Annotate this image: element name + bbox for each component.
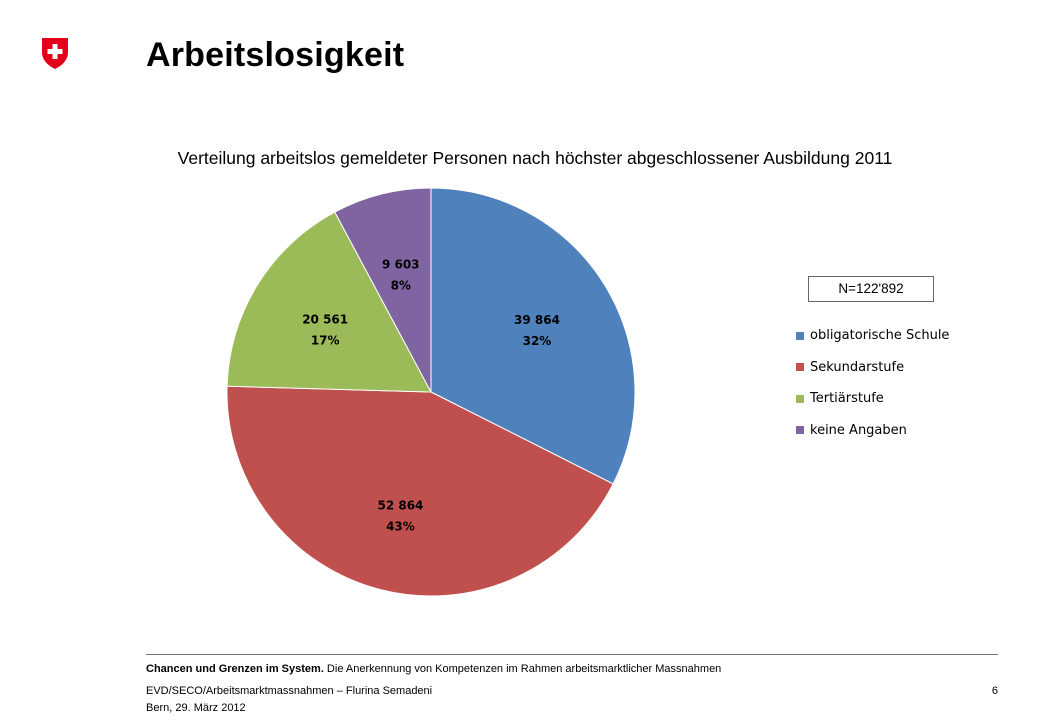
slice-sekundarstufe bbox=[226, 385, 614, 597]
data-label-percent: 8% bbox=[391, 278, 411, 292]
footer-title-rest: Die Anerkennung von Kompetenzen im Rahme… bbox=[323, 663, 722, 675]
data-label-percent: 43% bbox=[386, 520, 415, 534]
page-number: 6 bbox=[991, 685, 998, 697]
footer-author: EVD/SECO/Arbeitsmarktmassnahmen – Flurin… bbox=[146, 685, 433, 697]
legend-swatch bbox=[796, 363, 804, 372]
chart-title: Verteilung arbeitslos gemeldeter Persone… bbox=[177, 148, 893, 168]
chart-legend: obligatorische Schule Sekundarstufe Tertiä… bbox=[796, 320, 949, 446]
legend-swatch bbox=[796, 394, 804, 403]
legend-label: keine Angaben bbox=[810, 422, 907, 438]
data-label-value: 39 864 bbox=[514, 313, 560, 327]
data-label-value: 9 603 bbox=[382, 257, 420, 271]
page-title: Arbeitslosigkeit bbox=[146, 36, 405, 74]
legend-item: Sekundarstufe bbox=[796, 352, 949, 384]
slice-tertiaerstufe bbox=[226, 211, 432, 393]
data-label-percent: 17% bbox=[311, 334, 340, 348]
legend-item: Tertiärstufe bbox=[796, 383, 949, 415]
footer-date: Bern, 29. März 2012 bbox=[146, 702, 246, 714]
footer-presentation-title: Chancen und Grenzen im System. Die Anerk… bbox=[146, 663, 721, 675]
data-label-value: 20 561 bbox=[302, 313, 348, 327]
legend-item: obligatorische Schule bbox=[796, 320, 949, 352]
slice-obligatorische-schule bbox=[430, 187, 636, 485]
legend-swatch bbox=[796, 426, 804, 435]
footer-divider bbox=[146, 654, 998, 655]
swiss-coat-of-arms-icon bbox=[42, 38, 68, 69]
slice-keine-angaben bbox=[334, 187, 432, 393]
legend-label: obligatorische Schule bbox=[810, 328, 950, 344]
legend-label: Sekundarstufe bbox=[810, 359, 905, 375]
data-label-value: 52 864 bbox=[377, 499, 423, 513]
data-label-percent: 32% bbox=[523, 334, 552, 348]
legend-item: keine Angaben bbox=[796, 415, 949, 447]
total-count-box: N=122'892 bbox=[808, 276, 934, 302]
legend-label: Tertiärstufe bbox=[810, 391, 884, 407]
footer-title-bold: Chancen und Grenzen im System. bbox=[146, 663, 324, 675]
legend-swatch bbox=[796, 331, 804, 340]
